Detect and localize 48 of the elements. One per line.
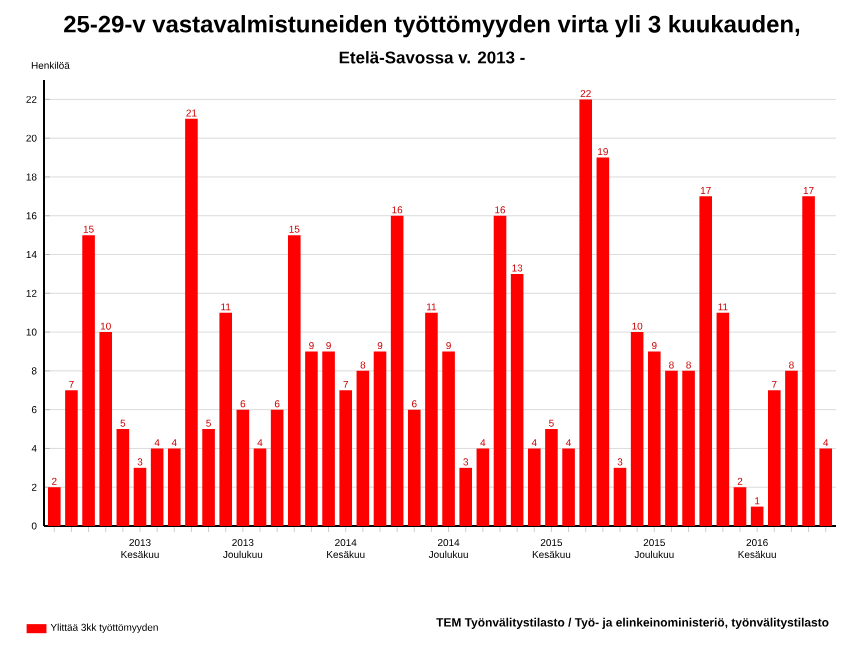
- bar: [65, 390, 78, 526]
- bar: [202, 429, 215, 526]
- bar: [407, 409, 421, 526]
- bar: [579, 99, 593, 526]
- bar: [527, 448, 541, 526]
- bar: [270, 409, 284, 526]
- bar: [150, 448, 164, 526]
- bar: [613, 467, 627, 526]
- bar: [733, 487, 747, 526]
- bar: [425, 312, 438, 526]
- bar: [476, 448, 490, 526]
- bar: [493, 215, 507, 526]
- bar: [47, 487, 61, 526]
- bar: [545, 429, 558, 526]
- bar: [819, 448, 833, 526]
- bar: [167, 448, 181, 526]
- bar: [305, 351, 318, 526]
- bar: [219, 312, 233, 526]
- bar: [785, 370, 798, 526]
- bar: [682, 370, 695, 526]
- bar: [459, 467, 473, 526]
- bar: [562, 448, 575, 526]
- bar: [322, 351, 335, 526]
- bar: [99, 332, 113, 526]
- bar: [339, 390, 353, 526]
- bar: [390, 215, 404, 526]
- bar: [802, 196, 815, 526]
- bar: [716, 312, 730, 526]
- bar: [185, 118, 198, 526]
- bar: [699, 196, 713, 526]
- bar: [253, 448, 267, 526]
- bar: [373, 351, 387, 526]
- bar: [442, 351, 455, 526]
- bar: [236, 409, 250, 526]
- bar: [287, 235, 301, 526]
- bar: [510, 273, 524, 526]
- bar: [596, 157, 610, 526]
- bar: [767, 390, 781, 526]
- bar: [82, 235, 95, 526]
- bar: [750, 506, 764, 526]
- chart-subtitle: Etelä-Savossa v. 2013 -: [339, 51, 525, 64]
- bar: [356, 370, 370, 526]
- bar: [665, 370, 678, 526]
- chart-title: 25-29-v vastavalmistuneiden työttömyyden virta yli 3 kuukauden,: [64, 15, 800, 38]
- bar: [116, 429, 130, 526]
- bar: [133, 467, 147, 526]
- bar: [647, 351, 661, 526]
- bar: [630, 332, 644, 526]
